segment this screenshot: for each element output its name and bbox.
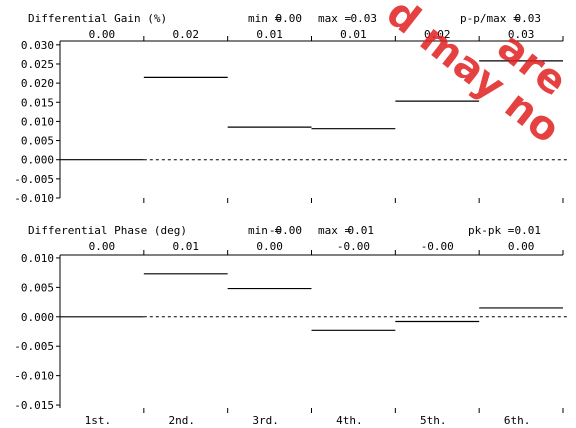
y-tick-label: 0.025: [21, 58, 54, 71]
value-label: -0.00: [421, 240, 454, 253]
value-label: -0.00: [337, 240, 370, 253]
value-label: 0.01: [340, 28, 367, 41]
y-tick-label: 0.020: [21, 77, 54, 90]
stat-label: max =: [318, 224, 351, 237]
y-tick-label: 0.000: [21, 154, 54, 167]
stat-value: 0.03: [515, 12, 542, 25]
stat-label: pk-pk =: [468, 224, 515, 237]
value-label: 0.01: [256, 28, 283, 41]
y-tick-label: 0.005: [21, 135, 54, 148]
value-label: 0.00: [89, 28, 116, 41]
differential-gain-panel: Differential Gain (%) min =0.00 max = 0.03 p…: [14, 12, 567, 205]
value-label: 0.00: [256, 240, 283, 253]
stat-label: max =: [318, 12, 351, 25]
stat-value: 0.00: [276, 12, 303, 25]
stat-label: p-p/max =: [460, 12, 520, 25]
y-tick-label: -0.005: [14, 173, 54, 186]
x-category-label: 1st.: [85, 414, 112, 427]
value-label: 0.01: [173, 240, 200, 253]
y-tick-label: 0.005: [21, 281, 54, 294]
stat-value: 0.03: [351, 12, 378, 25]
y-tick-label: 0.000: [21, 311, 54, 324]
differential-phase-panel: Differential Phase (deg) min =-0.00 max =0…: [14, 224, 567, 427]
y-tick-label: -0.010: [14, 192, 54, 205]
x-category-label: 4th.: [336, 414, 363, 427]
y-tick-label: -0.015: [14, 399, 54, 412]
y-tick-label: -0.010: [14, 370, 54, 383]
stat-value: 0.01: [348, 224, 375, 237]
y-tick-label: 0.030: [21, 39, 54, 52]
x-category-label: 3rd.: [252, 414, 279, 427]
x-category-label: 6th.: [504, 414, 531, 427]
stat-label: min =: [248, 224, 281, 237]
stat-value: 0.01: [515, 224, 542, 237]
y-tick-label: 0.015: [21, 96, 54, 109]
x-category-label: 2nd.: [169, 414, 196, 427]
y-tick-label: 0.010: [21, 115, 54, 128]
value-label: 0.02: [173, 28, 200, 41]
value-label: 0.00: [89, 240, 116, 253]
stat-value: -0.00: [269, 224, 302, 237]
x-category-label: 5th.: [420, 414, 447, 427]
y-tick-label: 0.010: [21, 252, 54, 265]
value-label: 0.03: [508, 28, 535, 41]
value-label: 0.02: [424, 28, 451, 41]
chart-title: Differential Gain (%): [28, 12, 167, 25]
stat-label: min =: [248, 12, 281, 25]
chart-title: Differential Phase (deg): [28, 224, 187, 237]
y-tick-label: -0.005: [14, 340, 54, 353]
value-label: 0.00: [508, 240, 535, 253]
